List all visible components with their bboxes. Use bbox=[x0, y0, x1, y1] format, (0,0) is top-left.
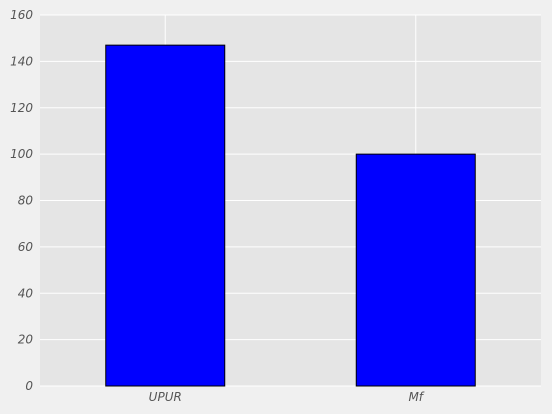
y-tick-label: 160 bbox=[10, 8, 33, 22]
x-tick-label: UPUR bbox=[149, 390, 182, 404]
bar-mf bbox=[355, 153, 476, 387]
y-tick-label: 20 bbox=[18, 333, 34, 347]
x-tick-label: Mf bbox=[408, 390, 424, 404]
y-tick-label: 0 bbox=[25, 379, 33, 393]
y-tick-label: 40 bbox=[18, 286, 34, 300]
x-axis-ticks: UPUR Mf bbox=[149, 390, 425, 404]
y-tick-label: 120 bbox=[10, 101, 33, 115]
y-tick-label: 140 bbox=[10, 54, 33, 68]
y-axis-ticks: 0 20 40 60 80 100 120 140 160 bbox=[10, 8, 33, 393]
y-tick-label: 100 bbox=[10, 147, 33, 161]
y-tick-label: 60 bbox=[18, 240, 34, 254]
y-tick-label: 80 bbox=[18, 194, 34, 208]
bars bbox=[105, 44, 476, 387]
bar-upur bbox=[105, 44, 226, 387]
